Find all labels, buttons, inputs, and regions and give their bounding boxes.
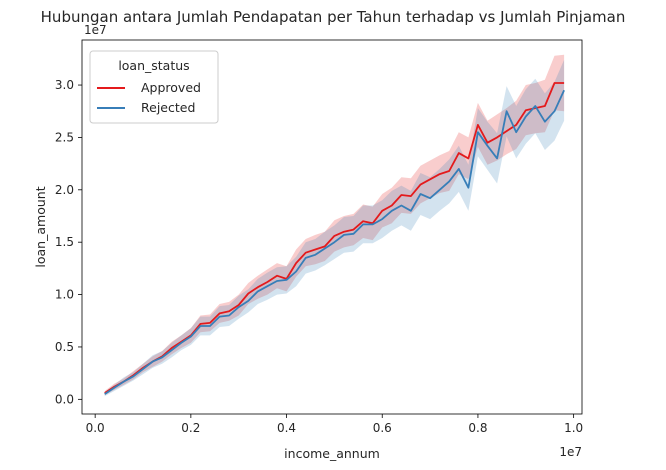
confidence-bands	[104, 54, 565, 397]
legend-label-approved: Approved	[141, 80, 201, 95]
y-tick-label: 2.5	[55, 130, 74, 144]
x-axis-label: income_annum	[284, 446, 380, 461]
legend-frame	[89, 50, 219, 124]
series-lines	[104, 82, 565, 395]
x-tick-label: 1.0	[564, 421, 583, 435]
x-tick-label: 0.6	[373, 421, 392, 435]
series-line-rejected	[104, 89, 565, 395]
x-offset-label: 1e7	[559, 445, 582, 459]
chart-title: Hubungan antara Jumlah Pendapatan per Ta…	[41, 8, 626, 26]
y-axis-label: loan_amount	[33, 186, 48, 267]
x-tick-label: 0.8	[468, 421, 487, 435]
ci-band-approved	[104, 54, 565, 396]
legend-label-rejected: Rejected	[141, 100, 195, 115]
y-tick-label: 0.0	[55, 392, 74, 406]
y-tick-label: 1.5	[55, 235, 74, 249]
y-tick-label: 1.0	[55, 288, 74, 302]
ci-band-rejected	[104, 59, 565, 397]
y-axis: 0.0 0.5 1.0 1.5 2.0 2.5 3.0	[55, 78, 82, 406]
y-tick-label: 2.0	[55, 183, 74, 197]
plot-area	[81, 39, 583, 415]
legend: loan_status Approved Rejected	[89, 50, 219, 124]
legend-title: loan_status	[118, 58, 189, 73]
x-tick-label: 0.2	[181, 421, 200, 435]
y-offset-label: 1e7	[84, 23, 107, 37]
y-tick-label: 0.5	[55, 340, 74, 354]
x-tick-label: 0.4	[277, 421, 296, 435]
series-line-approved	[104, 82, 565, 394]
y-tick-label: 3.0	[55, 78, 74, 92]
x-tick-label: 0.0	[86, 421, 105, 435]
x-axis: 0.0 0.2 0.4 0.6 0.8 1.0	[86, 414, 583, 435]
